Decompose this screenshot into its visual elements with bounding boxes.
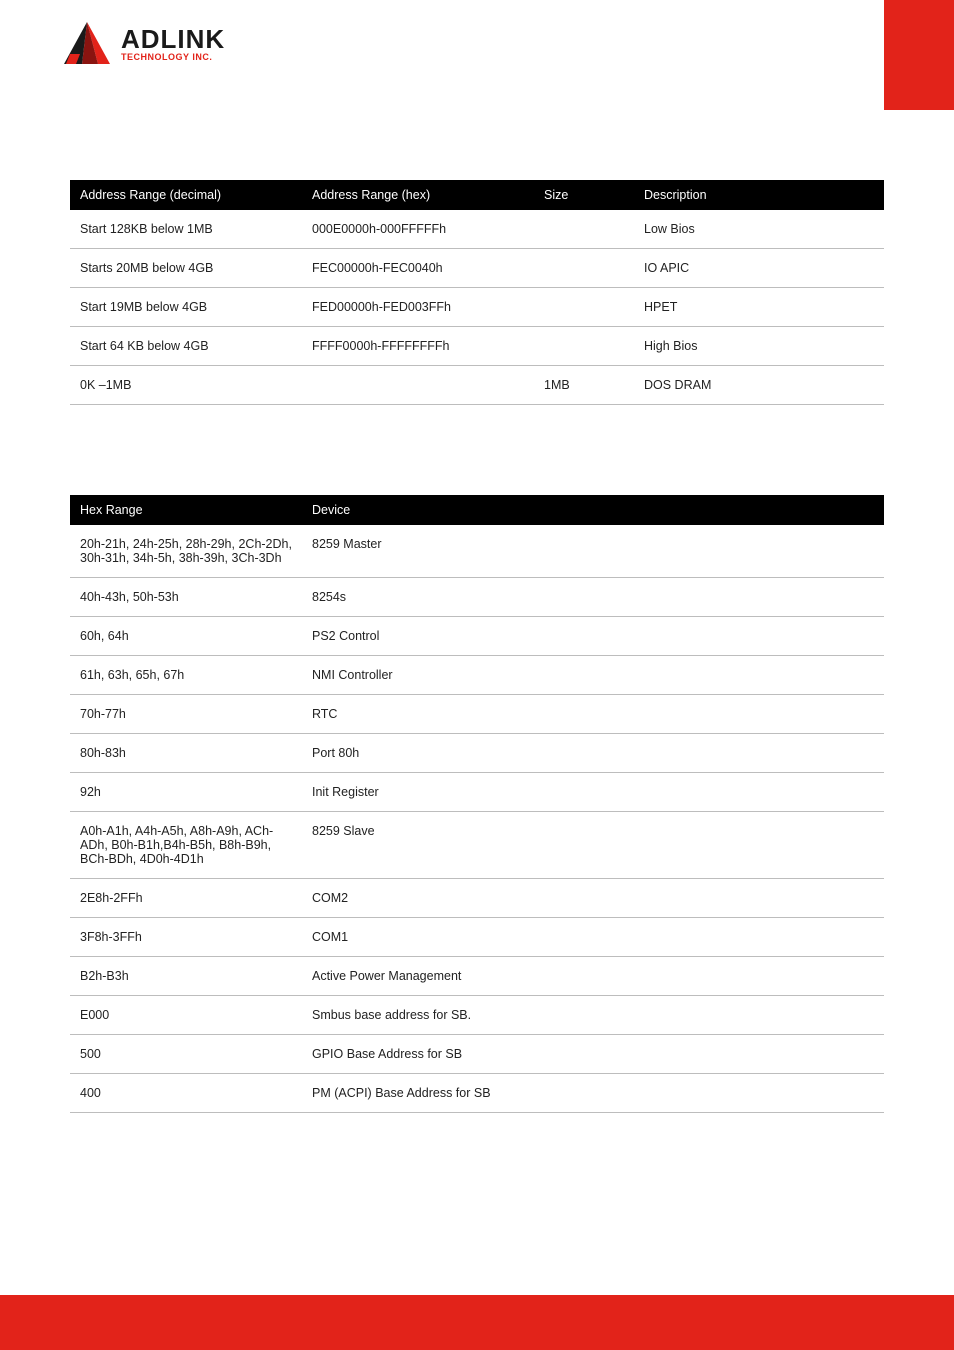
table-row: 70h-77hRTC: [70, 695, 884, 734]
table-header-row: Hex Range Device: [70, 495, 884, 525]
table-row: 2E8h-2FFhCOM2: [70, 879, 884, 918]
table-cell: [534, 249, 634, 288]
table-cell: HPET: [634, 288, 884, 327]
table-cell: NMI Controller: [302, 656, 884, 695]
table-cell: FEC00000h-FEC0040h: [302, 249, 534, 288]
table-cell: 3F8h-3FFh: [70, 918, 302, 957]
table-row: 3F8h-3FFhCOM1: [70, 918, 884, 957]
table-cell: 500: [70, 1035, 302, 1074]
table-row: 60h, 64hPS2 Control: [70, 617, 884, 656]
table-row: Start 128KB below 1MB000E0000h-000FFFFFh…: [70, 210, 884, 249]
col-header: Address Range (decimal): [70, 180, 302, 210]
table-row: 0K –1MB 1MBDOS DRAM: [70, 366, 884, 405]
io-address-table: Hex Range Device 20h-21h, 24h-25h, 28h-2…: [70, 495, 884, 1113]
table-header-row: Address Range (decimal) Address Range (h…: [70, 180, 884, 210]
table-row: 400PM (ACPI) Base Address for SB: [70, 1074, 884, 1113]
table-row: 500GPIO Base Address for SB: [70, 1035, 884, 1074]
top-accent-stripe: [884, 0, 954, 110]
col-header: Device: [302, 495, 884, 525]
table-row: 20h-21h, 24h-25h, 28h-29h, 2Ch-2Dh, 30h-…: [70, 525, 884, 578]
table-row: 92hInit Register: [70, 773, 884, 812]
table-row: Start 64 KB below 4GBFFFF0000h-FFFFFFFFh…: [70, 327, 884, 366]
table-cell: PM (ACPI) Base Address for SB: [302, 1074, 884, 1113]
table-cell: 000E0000h-000FFFFFh: [302, 210, 534, 249]
table-cell: 8259 Slave: [302, 812, 884, 879]
table-cell: [534, 327, 634, 366]
table-row: 61h, 63h, 65h, 67hNMI Controller: [70, 656, 884, 695]
table-row: A0h-A1h, A4h-A5h, A8h-A9h, ACh-ADh, B0h-…: [70, 812, 884, 879]
table-cell: Smbus base address for SB.: [302, 996, 884, 1035]
table-cell: 8259 Master: [302, 525, 884, 578]
table-cell: PS2 Control: [302, 617, 884, 656]
brand-logo: ADLINK TECHNOLOGY INC.: [60, 20, 225, 70]
table-cell: 1MB: [534, 366, 634, 405]
table-cell: Start 64 KB below 4GB: [70, 327, 302, 366]
table-cell: [302, 366, 534, 405]
table-cell: 60h, 64h: [70, 617, 302, 656]
table-cell: 400: [70, 1074, 302, 1113]
table-row: Start 19MB below 4GBFED00000h-FED003FFh H…: [70, 288, 884, 327]
table-row: B2h-B3hActive Power Management: [70, 957, 884, 996]
table-cell: Start 128KB below 1MB: [70, 210, 302, 249]
table-cell: A0h-A1h, A4h-A5h, A8h-A9h, ACh-ADh, B0h-…: [70, 812, 302, 879]
table-cell: 0K –1MB: [70, 366, 302, 405]
table-cell: Port 80h: [302, 734, 884, 773]
col-header: Hex Range: [70, 495, 302, 525]
logo-main-text: ADLINK: [121, 28, 225, 51]
table-cell: 20h-21h, 24h-25h, 28h-29h, 2Ch-2Dh, 30h-…: [70, 525, 302, 578]
page-content: Address Range (decimal) Address Range (h…: [70, 180, 884, 1203]
memory-address-table: Address Range (decimal) Address Range (h…: [70, 180, 884, 405]
table-cell: IO APIC: [634, 249, 884, 288]
table-cell: [534, 288, 634, 327]
logo-sub-text: TECHNOLOGY INC.: [121, 52, 225, 62]
col-header: Description: [634, 180, 884, 210]
table-cell: Init Register: [302, 773, 884, 812]
table-cell: Starts 20MB below 4GB: [70, 249, 302, 288]
table-row: E000Smbus base address for SB.: [70, 996, 884, 1035]
table-row: 80h-83hPort 80h: [70, 734, 884, 773]
table-cell: GPIO Base Address for SB: [302, 1035, 884, 1074]
col-header: Size: [534, 180, 634, 210]
table-cell: COM2: [302, 879, 884, 918]
table-cell: COM1: [302, 918, 884, 957]
table-cell: Low Bios: [634, 210, 884, 249]
table-cell: RTC: [302, 695, 884, 734]
table-cell: 40h-43h, 50h-53h: [70, 578, 302, 617]
logo-mark-icon: [60, 20, 115, 70]
table-cell: 61h, 63h, 65h, 67h: [70, 656, 302, 695]
table1-body: Start 128KB below 1MB000E0000h-000FFFFFh…: [70, 210, 884, 405]
table-cell: 2E8h-2FFh: [70, 879, 302, 918]
table-row: 40h-43h, 50h-53h8254s: [70, 578, 884, 617]
col-header: Address Range (hex): [302, 180, 534, 210]
table-cell: High Bios: [634, 327, 884, 366]
table2-body: 20h-21h, 24h-25h, 28h-29h, 2Ch-2Dh, 30h-…: [70, 525, 884, 1113]
table-cell: E000: [70, 996, 302, 1035]
table-cell: DOS DRAM: [634, 366, 884, 405]
table-cell: 92h: [70, 773, 302, 812]
table-cell: [534, 210, 634, 249]
table-cell: FED00000h-FED003FFh: [302, 288, 534, 327]
table-cell: 8254s: [302, 578, 884, 617]
table-cell: Active Power Management: [302, 957, 884, 996]
table-cell: 80h-83h: [70, 734, 302, 773]
table-cell: Start 19MB below 4GB: [70, 288, 302, 327]
table-row: Starts 20MB below 4GBFEC00000h-FEC0040h I…: [70, 249, 884, 288]
table-cell: FFFF0000h-FFFFFFFFh: [302, 327, 534, 366]
bottom-accent-stripe: [0, 1295, 954, 1350]
table-cell: B2h-B3h: [70, 957, 302, 996]
table-cell: 70h-77h: [70, 695, 302, 734]
